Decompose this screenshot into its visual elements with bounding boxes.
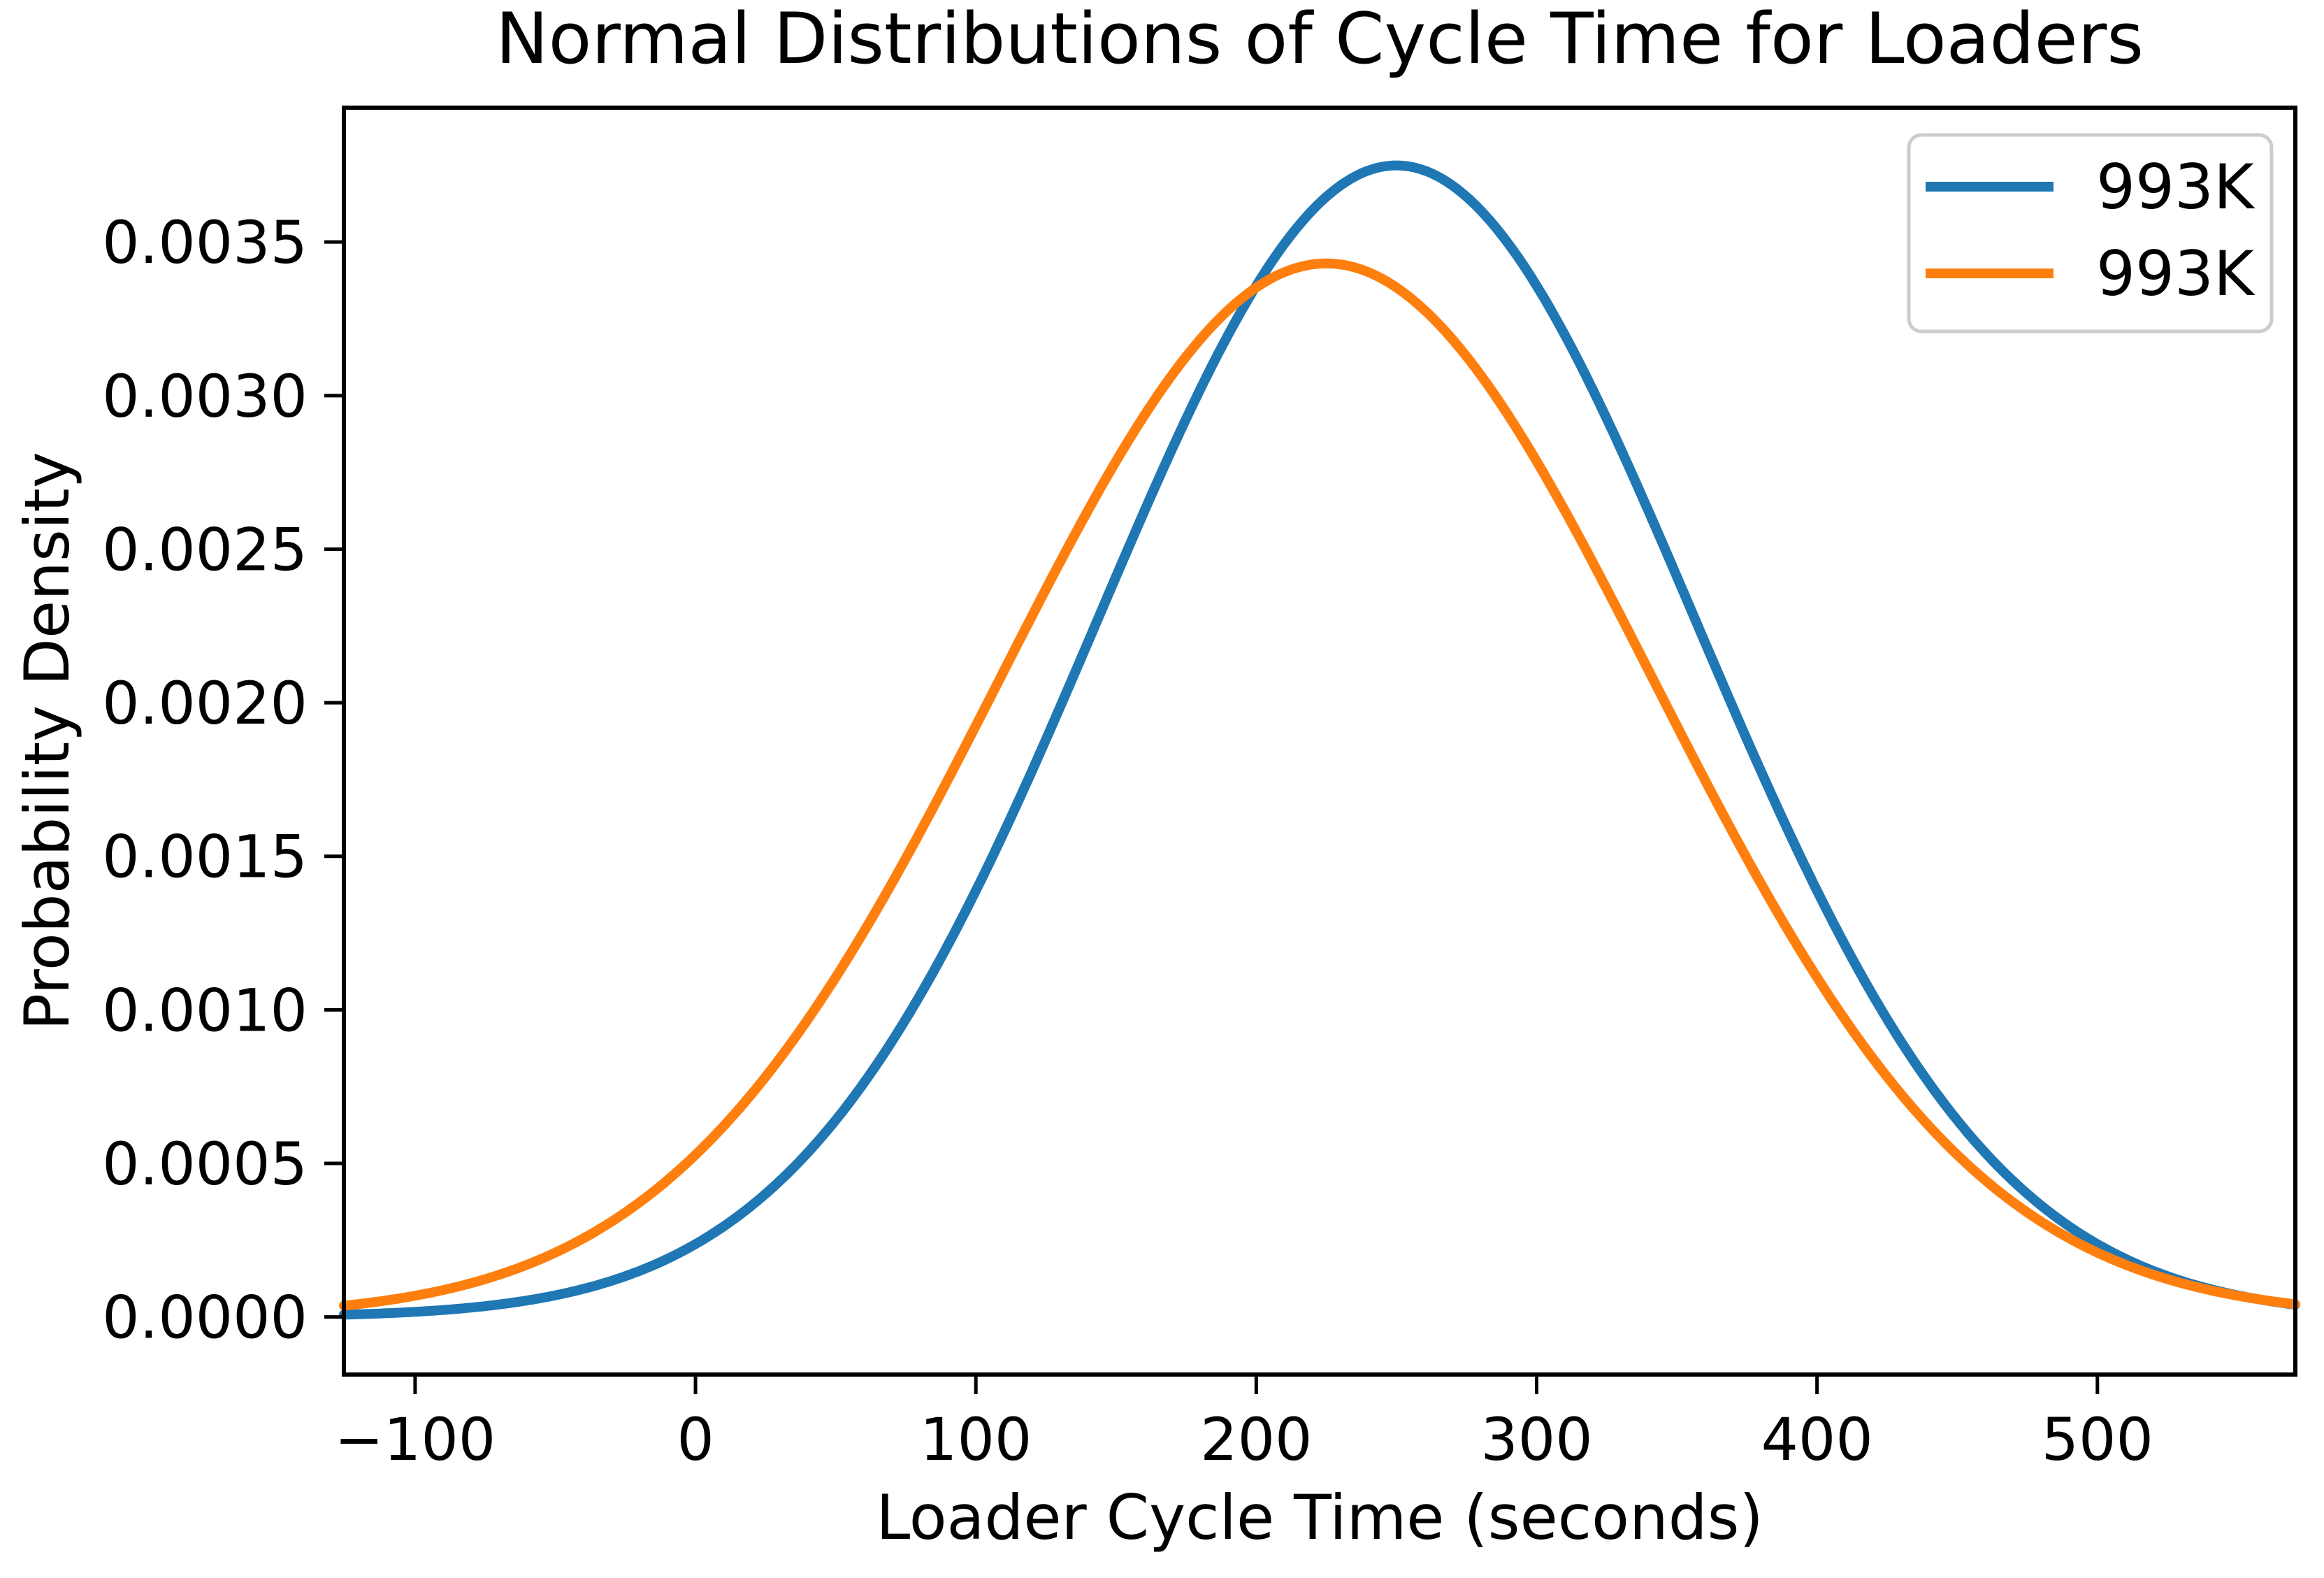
y-axis-ticks: 0.0000 0.0005 0.0010 0.0015 0.0020 0.0025 0.00… <box>102 208 342 1352</box>
legend: 993K 993K <box>1907 133 2274 333</box>
y-tick-label: 0.0015 <box>102 823 308 891</box>
x-tick-label: 500 <box>2042 1405 2153 1474</box>
y-tick-label: 0.0000 <box>102 1284 308 1352</box>
y-tick-label: 0.0020 <box>102 669 308 738</box>
x-tick-label: 200 <box>1200 1405 1312 1474</box>
curve-993k-0 <box>339 160 2300 1320</box>
x-tick-label: 300 <box>1480 1405 1592 1474</box>
y-tick-label: 0.0035 <box>102 208 308 277</box>
x-tick-label: −100 <box>335 1405 496 1474</box>
legend-entry-label-0: 993K <box>2096 151 2256 223</box>
x-tick-label: 0 <box>677 1405 714 1474</box>
chart-title: Normal Distributions of Cycle Time for L… <box>496 0 2144 80</box>
legend-entries: 993K 993K <box>1926 151 2256 310</box>
x-axis-ticks: −100 0 100 200 300 400 500 <box>335 1377 2153 1474</box>
y-tick-label: 0.0025 <box>102 515 308 584</box>
y-axis-label: Probability Density <box>11 452 83 1031</box>
x-axis-label: Loader Cycle Time (seconds) <box>876 1482 1763 1554</box>
plot-border <box>342 106 2297 1377</box>
y-tick-label: 0.0005 <box>102 1130 308 1198</box>
legend-entry-label-1: 993K <box>2096 238 2256 310</box>
y-tick-label: 0.0010 <box>102 976 308 1045</box>
y-tick-label: 0.0030 <box>102 362 308 431</box>
curve-993k-1 <box>339 258 2300 1311</box>
x-tick-label: 400 <box>1761 1405 1872 1474</box>
curves-layer <box>339 160 2300 1320</box>
x-tick-label: 100 <box>920 1405 1032 1474</box>
